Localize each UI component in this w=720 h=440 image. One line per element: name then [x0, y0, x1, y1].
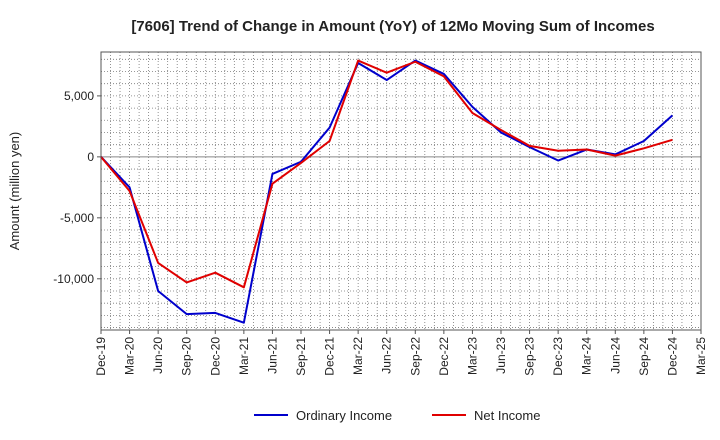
legend-label-net-income: Net Income	[474, 408, 540, 423]
x-tick-label: Jun-21	[265, 337, 279, 374]
y-tick-label: -10,000	[53, 272, 94, 286]
y-axis-label: Amount (million yen)	[7, 132, 22, 251]
x-tick-label: Sep-20	[180, 337, 194, 376]
legend: Ordinary Income Net Income	[254, 408, 540, 423]
legend-label-ordinary-income: Ordinary Income	[296, 408, 392, 423]
x-tick-label: Mar-24	[580, 337, 594, 375]
x-tick-label: Mar-22	[351, 337, 365, 375]
x-axis: Dec-19 Mar-20 Jun-20 Sep-20 Dec-20 Mar-21 Jun-…	[94, 330, 708, 376]
x-tick-label: Dec-20	[208, 337, 222, 376]
x-tick-label: Mar-23	[465, 337, 479, 375]
x-tick-label: Dec-22	[437, 337, 451, 376]
x-tick-label: Dec-19	[94, 337, 108, 376]
y-tick-label: 5,000	[64, 89, 94, 103]
x-tick-label: Jun-22	[380, 337, 394, 374]
plot-area	[101, 52, 701, 330]
x-tick-label: Sep-22	[408, 337, 422, 376]
grid-lines	[101, 52, 701, 330]
plot-background	[101, 52, 701, 330]
x-tick-label: Sep-24	[637, 337, 651, 376]
chart-title: [7606] Trend of Change in Amount (YoY) o…	[131, 18, 654, 35]
y-tick-label: 0	[87, 150, 94, 164]
series-line-ordinary-income	[100, 59, 674, 324]
series-layer	[100, 59, 674, 324]
x-tick-label: Mar-21	[237, 337, 251, 375]
x-tick-label: Jun-24	[608, 337, 622, 374]
y-tick-label: -5,000	[60, 211, 94, 225]
x-tick-label: Jun-20	[151, 337, 165, 374]
x-tick-label: Sep-21	[294, 337, 308, 376]
x-tick-label: Sep-23	[523, 337, 537, 376]
plot-frame	[100, 51, 702, 331]
x-tick-label: Dec-24	[665, 337, 679, 376]
x-tick-label: Dec-21	[323, 337, 337, 376]
x-tick-label: Dec-23	[551, 337, 565, 376]
y-axis: 5,000 0 -5,000 -10,000	[53, 89, 101, 286]
x-tick-label: Jun-23	[494, 337, 508, 374]
x-tick-label: Mar-20	[123, 337, 137, 375]
x-tick-label: Mar-25	[694, 337, 708, 375]
series-line-net-income	[100, 59, 673, 289]
plot-border	[100, 51, 702, 331]
